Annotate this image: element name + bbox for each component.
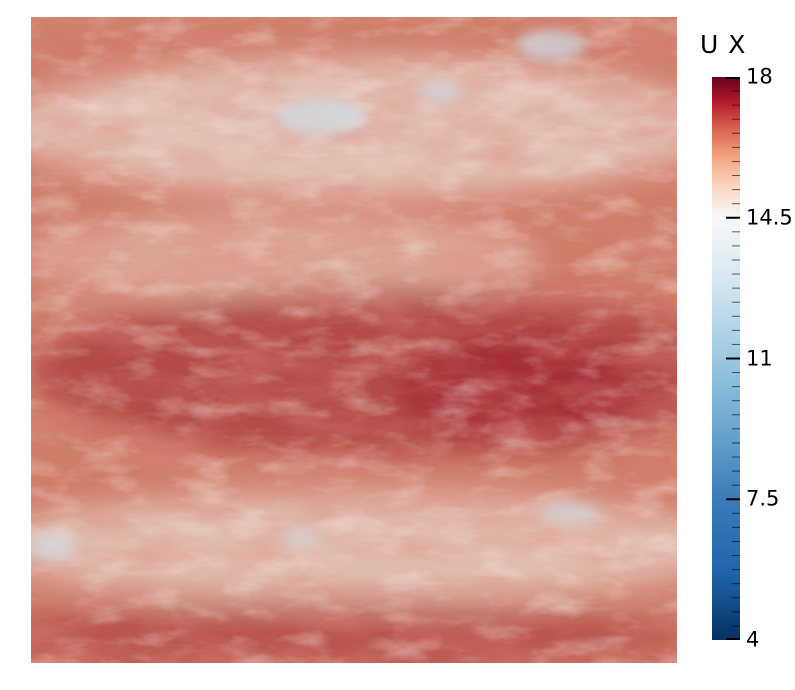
field-texture-layer: [31, 17, 677, 663]
color-legend-bar: [712, 76, 740, 641]
colorbar-tick-label: 4: [746, 627, 760, 652]
colorbar-tick-label: 7.5: [746, 486, 780, 511]
field-min-patches: [31, 29, 601, 561]
colorbar-tick-label: 11: [746, 346, 773, 370]
velocity-field-plot: [31, 17, 677, 663]
legend-title: U X: [700, 30, 747, 59]
colorbar-tick-label: 18: [746, 64, 773, 89]
render-viewport[interactable]: [31, 17, 677, 663]
colorbar-tick-label: 14.5: [746, 205, 793, 230]
colorbar-graphic: [712, 76, 740, 641]
